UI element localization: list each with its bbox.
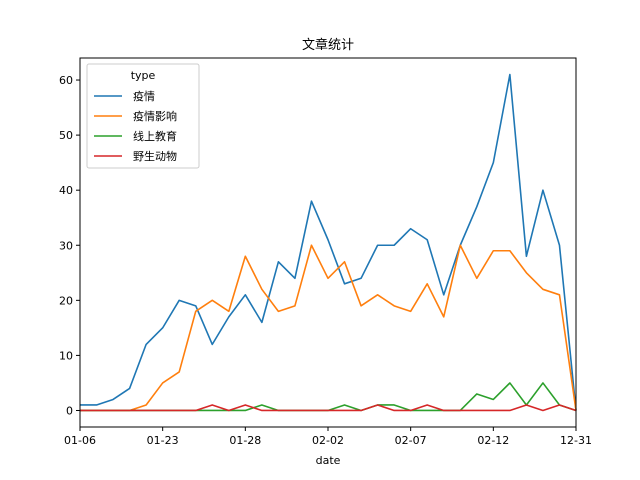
y-tick-label: 50 bbox=[59, 129, 73, 142]
y-tick-label: 60 bbox=[59, 74, 73, 87]
plot-area bbox=[80, 73, 577, 412]
legend-entry-3: 野生动物 bbox=[133, 149, 177, 163]
series-line-0 bbox=[80, 73, 577, 411]
legend-box bbox=[86, 63, 200, 169]
x-tick-label: 02-07 bbox=[395, 434, 427, 447]
x-tick-label: 12-31 bbox=[560, 434, 592, 447]
x-tick-label: 01-23 bbox=[147, 434, 179, 447]
y-axis: 0 10 20 30 40 50 60 bbox=[59, 74, 80, 417]
series-line-3 bbox=[80, 404, 577, 412]
y-tick-label: 30 bbox=[59, 239, 73, 252]
x-axis: 01-06 01-23 01-28 02-02 02-07 02-12 12-31 bbox=[64, 427, 592, 447]
chart-title: 文章统计 bbox=[302, 37, 354, 53]
y-tick-label: 0 bbox=[66, 404, 73, 417]
y-tick-label: 40 bbox=[59, 184, 73, 197]
x-tick-label: 01-06 bbox=[64, 434, 96, 447]
legend-entry-0: 疫情 bbox=[133, 89, 155, 103]
y-tick-label: 20 bbox=[59, 294, 73, 307]
legend-entry-1: 疫情影响 bbox=[133, 109, 177, 123]
series-line-1 bbox=[80, 244, 577, 412]
legend-entry-2: 线上教育 bbox=[133, 129, 177, 143]
legend-title: type bbox=[131, 69, 156, 82]
x-tick-label: 02-02 bbox=[312, 434, 344, 447]
x-tick-label: 02-12 bbox=[477, 434, 509, 447]
x-axis-label: date bbox=[316, 454, 341, 467]
x-tick-label: 01-28 bbox=[229, 434, 261, 447]
y-tick-label: 10 bbox=[59, 349, 73, 362]
